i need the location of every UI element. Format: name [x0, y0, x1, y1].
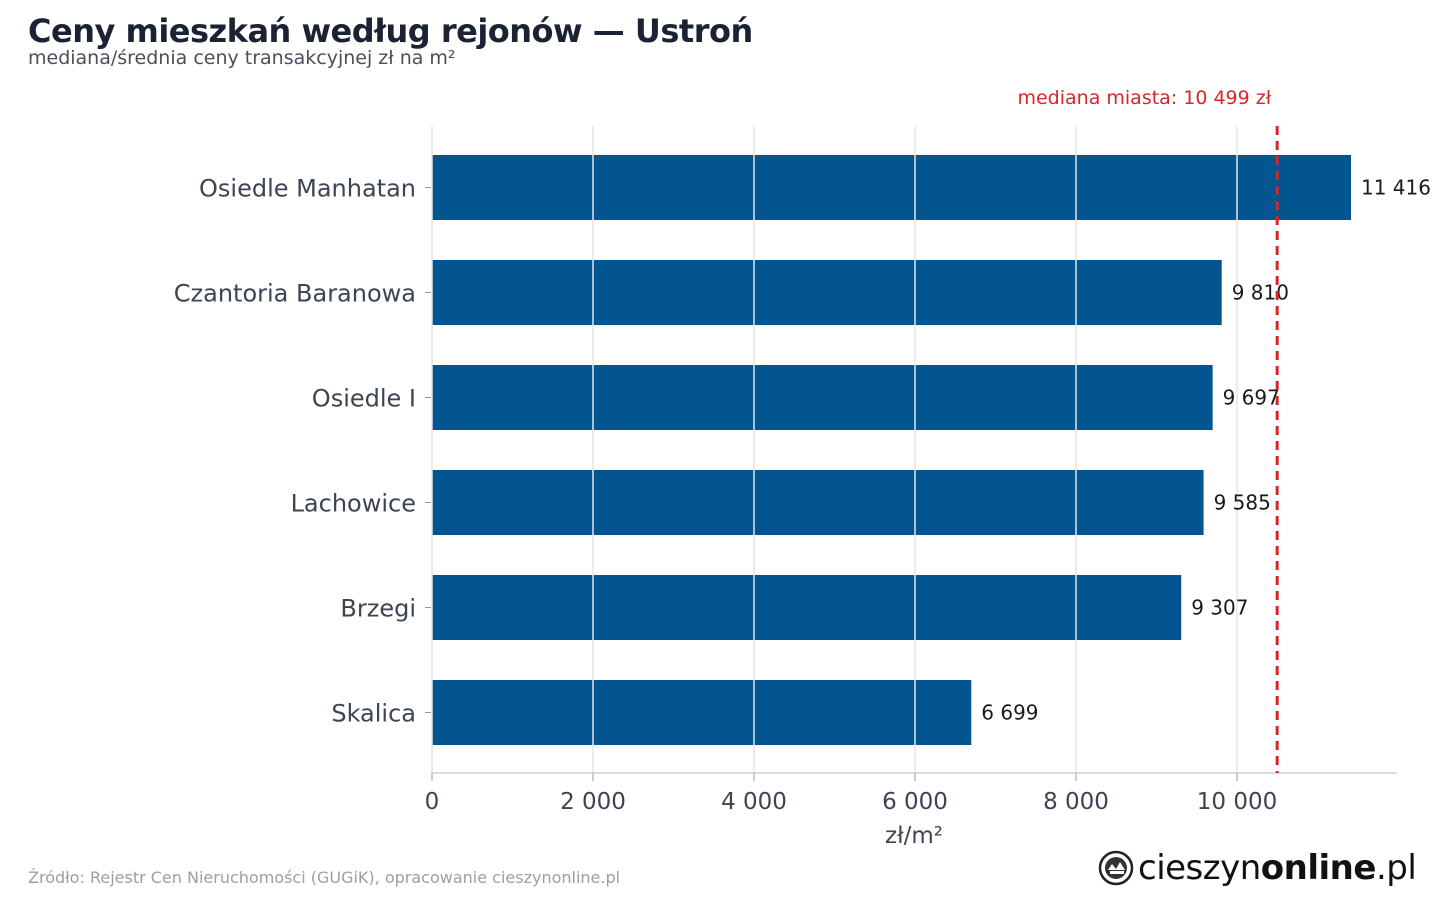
value-label: 9 307	[1191, 596, 1248, 620]
logo-text: cieszynonline.pl	[1138, 848, 1417, 888]
globe-icon	[1098, 850, 1134, 886]
category-label: Osiedle Manhatan	[199, 175, 416, 203]
value-label: 9 810	[1232, 281, 1289, 305]
category-label: Brzegi	[340, 595, 416, 623]
category-label: Skalica	[331, 700, 416, 728]
bar	[432, 155, 1351, 220]
x-tick-label: 0	[425, 789, 440, 815]
bar	[432, 365, 1213, 430]
x-axis-label: zł/m²	[885, 823, 943, 849]
bar	[432, 680, 972, 745]
chart-title: Ceny mieszkań według rejonów — Ustroń	[28, 12, 753, 50]
source-note: Źródło: Rejestr Cen Nieruchomości (GUGiK…	[28, 868, 621, 887]
value-label: 6 699	[981, 701, 1038, 725]
x-tick-label: 4 000	[721, 789, 787, 815]
category-label: Osiedle I	[312, 385, 416, 413]
bar	[432, 260, 1222, 325]
category-label: Lachowice	[291, 490, 416, 518]
x-tick-label: 8 000	[1043, 789, 1109, 815]
x-tick-label: 2 000	[560, 789, 626, 815]
bar	[432, 575, 1182, 640]
x-tick-label: 10 000	[1197, 789, 1277, 815]
median-reference-label: mediana miasta: 10 499 zł	[1017, 87, 1271, 109]
value-label: 9 585	[1214, 491, 1271, 515]
value-label: 11 416	[1361, 176, 1431, 200]
category-label: Czantoria Baranowa	[174, 280, 416, 308]
site-logo[interactable]: cieszynonline.pl	[1098, 848, 1417, 888]
x-tick-label: 6 000	[882, 789, 948, 815]
value-label: 9 697	[1223, 386, 1280, 410]
bar	[432, 470, 1204, 535]
chart-subtitle: mediana/średnia ceny transakcyjnej zł na…	[28, 47, 456, 69]
